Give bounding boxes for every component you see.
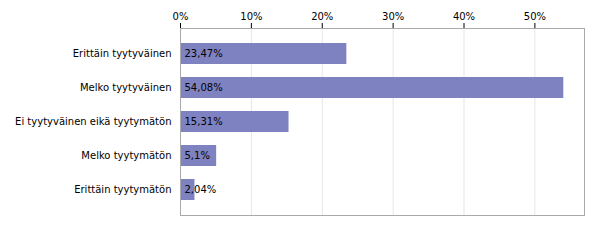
svg-text:23,47%: 23,47% bbox=[185, 48, 223, 59]
svg-text:Erittäin tyytymätön: Erittäin tyytymätön bbox=[74, 184, 171, 195]
svg-text:0%: 0% bbox=[173, 11, 189, 22]
svg-text:15,31%: 15,31% bbox=[185, 116, 223, 127]
svg-text:50%: 50% bbox=[524, 11, 546, 22]
svg-text:Melko tyytymätön: Melko tyytymätön bbox=[81, 150, 171, 161]
svg-text:Melko tyytyväinen: Melko tyytyväinen bbox=[80, 82, 172, 93]
svg-text:40%: 40% bbox=[453, 11, 475, 22]
svg-text:5,1%: 5,1% bbox=[185, 150, 210, 161]
svg-text:2,04%: 2,04% bbox=[185, 184, 217, 195]
svg-text:Ei tyytyväinen eikä tyytymätön: Ei tyytyväinen eikä tyytymätön bbox=[15, 116, 171, 127]
svg-text:10%: 10% bbox=[240, 11, 262, 22]
svg-text:54,08%: 54,08% bbox=[185, 82, 223, 93]
svg-text:20%: 20% bbox=[311, 11, 333, 22]
svg-text:30%: 30% bbox=[382, 11, 404, 22]
svg-text:Erittäin tyytyväinen: Erittäin tyytyväinen bbox=[73, 48, 172, 59]
